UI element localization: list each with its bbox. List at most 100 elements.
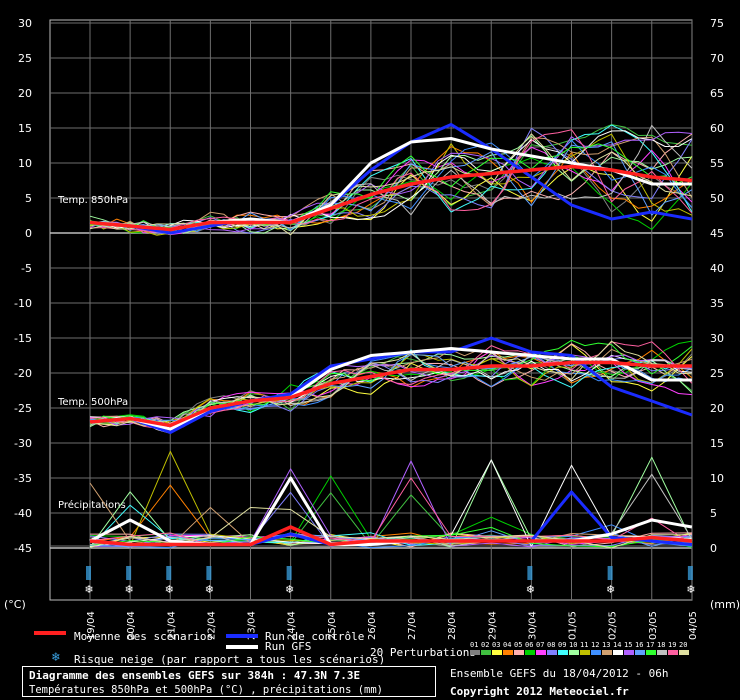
perturbation-color-cell bbox=[525, 650, 535, 655]
y-tick-left: 30 bbox=[18, 17, 32, 30]
perturbation-number: 10 bbox=[569, 641, 578, 649]
perturbation-color-cell bbox=[646, 650, 656, 655]
perturbation-line bbox=[89, 129, 693, 233]
y-tick-right: 10 bbox=[710, 472, 724, 485]
snow-risk-marker: ❄ bbox=[526, 583, 535, 596]
snow-risk-bar bbox=[687, 566, 693, 580]
y-tick-left: 25 bbox=[18, 52, 32, 65]
x-tick-date: 25/04 bbox=[327, 611, 338, 640]
run-info: Ensemble GEFS du 18/04/2012 - 06h bbox=[450, 667, 669, 680]
y-tick-right: 25 bbox=[710, 367, 724, 380]
perturbation-line bbox=[89, 124, 693, 229]
snow-risk-marker: ❄ bbox=[205, 583, 214, 596]
y-tick-right: 30 bbox=[710, 332, 724, 345]
y-tick-left: -10 bbox=[14, 297, 32, 310]
legend-mean-swatch bbox=[34, 631, 66, 635]
perturbation-color-cell bbox=[514, 650, 524, 655]
snow-risk-marker: ❄ bbox=[606, 583, 615, 596]
snow-risk-marker: ❄ bbox=[165, 583, 174, 596]
perturbation-number: 03 bbox=[492, 641, 501, 649]
perturbation-number: 14 bbox=[613, 641, 622, 649]
perturbation-number: 16 bbox=[635, 641, 644, 649]
x-tick-date: 24/04 bbox=[287, 611, 298, 640]
x-tick-date: 20/04 bbox=[126, 611, 137, 640]
perturbation-number: 04 bbox=[503, 641, 512, 649]
footer-title: Diagramme des ensembles GEFS sur 384h : … bbox=[29, 669, 361, 682]
snow-risk-bar bbox=[286, 566, 292, 580]
section-label-500: Temp. 500hPa bbox=[57, 397, 128, 408]
perturbation-number: 11 bbox=[580, 641, 589, 649]
copyright: Copyright 2012 Meteociel.fr bbox=[450, 685, 629, 698]
perturbation-color-cell bbox=[558, 650, 568, 655]
perturbation-number: 09 bbox=[558, 641, 567, 649]
perturbation-color-cell bbox=[547, 650, 557, 655]
control-run-line bbox=[89, 336, 693, 434]
mean-line bbox=[89, 525, 693, 547]
perturbation-color-cell bbox=[492, 650, 502, 655]
snow-risk-bar bbox=[166, 566, 172, 580]
legend-perturbations-label: 20 Perturbations bbox=[370, 646, 476, 659]
footer-info-box: Diagramme des ensembles GEFS sur 384h : … bbox=[22, 666, 436, 697]
y-tick-left: 15 bbox=[18, 122, 32, 135]
y-tick-right: 75 bbox=[710, 17, 724, 30]
y-tick-left: -45 bbox=[14, 542, 32, 555]
snow-risk-bar bbox=[527, 566, 533, 580]
perturbation-color-cell bbox=[470, 650, 480, 655]
snowflake-icon: ❄ bbox=[52, 650, 60, 665]
perturbation-color-cell bbox=[481, 650, 491, 655]
perturbation-color-cell bbox=[536, 650, 546, 655]
perturbation-color-cell bbox=[679, 650, 689, 655]
legend-mean-label: Moyenne des scénarios bbox=[74, 630, 214, 643]
perturbation-color-cell bbox=[503, 650, 513, 655]
y-tick-right: 55 bbox=[710, 157, 724, 170]
perturbation-number: 13 bbox=[602, 641, 611, 649]
legend-gfs-label: Run GFS bbox=[265, 640, 312, 653]
perturbation-color-cell bbox=[613, 650, 623, 655]
y-tick-left: -25 bbox=[14, 402, 32, 415]
perturbation-number: 05 bbox=[514, 641, 523, 649]
legend-control-swatch bbox=[226, 634, 258, 638]
perturbation-number: 20 bbox=[679, 641, 688, 649]
x-tick-date: 04/05 bbox=[688, 611, 699, 640]
x-tick-date: 27/04 bbox=[407, 611, 418, 640]
y-tick-right: 40 bbox=[710, 262, 724, 275]
y-tick-left: -40 bbox=[14, 507, 32, 520]
perturbation-line bbox=[89, 124, 693, 231]
legend-gfs-swatch bbox=[226, 645, 258, 649]
y-tick-left: -15 bbox=[14, 332, 32, 345]
y-tick-left: -5 bbox=[21, 262, 32, 275]
y-tick-right: 35 bbox=[710, 297, 724, 310]
perturbation-color-cell bbox=[635, 650, 645, 655]
perturbation-line bbox=[89, 507, 692, 549]
x-tick-date: 29/04 bbox=[487, 611, 498, 640]
perturbation-color-cell bbox=[591, 650, 601, 655]
perturbation-number: 08 bbox=[547, 641, 556, 649]
perturbation-number: 12 bbox=[591, 641, 600, 649]
y-tick-right: 50 bbox=[710, 192, 724, 205]
y-unit-right: (mm) bbox=[710, 598, 740, 611]
perturbation-number: 17 bbox=[646, 641, 655, 649]
y-tick-left: 20 bbox=[18, 87, 32, 100]
perturbation-number: 01 bbox=[470, 641, 479, 649]
y-tick-right: 15 bbox=[710, 437, 724, 450]
y-tick-right: 0 bbox=[710, 542, 717, 555]
x-tick-date: 22/04 bbox=[206, 611, 217, 640]
y-tick-left: -30 bbox=[14, 437, 32, 450]
x-tick-date: 28/04 bbox=[447, 611, 458, 640]
perturbation-number: 18 bbox=[657, 641, 666, 649]
perturbation-color-cell bbox=[668, 650, 678, 655]
perturbation-number: 02 bbox=[481, 641, 490, 649]
x-tick-date: 19/04 bbox=[86, 611, 97, 640]
y-tick-left: 0 bbox=[25, 227, 32, 240]
perturbation-number: 15 bbox=[624, 641, 633, 649]
section-label-precip: Précipitations bbox=[58, 499, 126, 511]
perturbation-line bbox=[89, 352, 693, 428]
snow-risk-bar bbox=[86, 566, 91, 580]
y-tick-left: -35 bbox=[14, 472, 32, 485]
perturbation-color-cell bbox=[602, 650, 612, 655]
perturbation-number: 07 bbox=[536, 641, 545, 649]
y-tick-right: 70 bbox=[710, 52, 724, 65]
perturbation-color-cell bbox=[657, 650, 667, 655]
mean-line bbox=[89, 360, 692, 428]
